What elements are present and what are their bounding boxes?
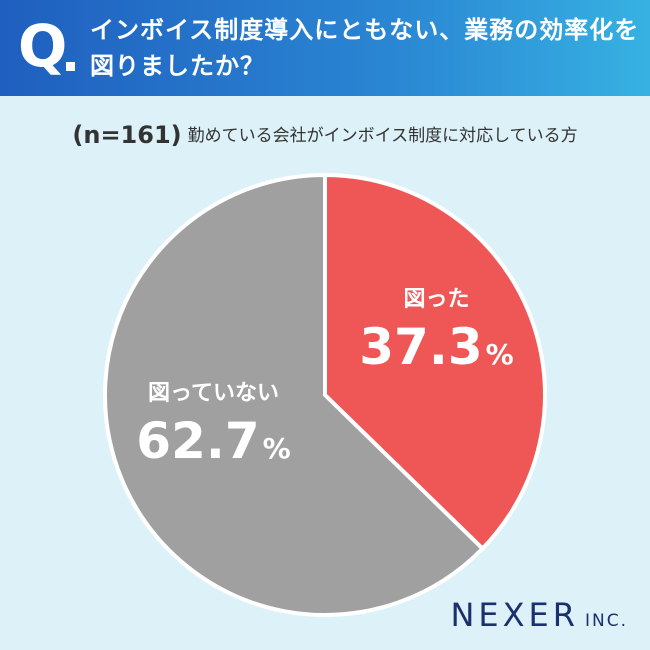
question-header: Q インボイス制度導入にともない、業務の効率化を図りましたか？ — [0, 0, 650, 96]
sample-description-text: 勤めている会社がインボイス制度に対応している方 — [187, 126, 578, 146]
slice-label-1: 図っていない — [148, 381, 279, 406]
question-text: インボイス制度導入にともない、業務の効率化を図りましたか？ — [90, 16, 640, 80]
nexer-logo: NEXER INC. — [450, 596, 628, 634]
pie-slice-1 — [103, 173, 485, 617]
pie-slice-0 — [323, 173, 547, 551]
slice-unit-0: % — [486, 338, 514, 371]
sample-description: (n=161) 勤めている会社がインボイス制度に対応している方 — [0, 120, 650, 151]
q-dot — [66, 62, 75, 71]
logo-name: NEXER — [450, 596, 579, 634]
q-mark: Q — [18, 12, 68, 80]
slice-unit-1: % — [263, 432, 291, 465]
logo-suffix: INC. — [584, 611, 628, 631]
slice-label-0: 図った — [403, 287, 469, 312]
sample-size: (n=161) — [72, 121, 182, 149]
